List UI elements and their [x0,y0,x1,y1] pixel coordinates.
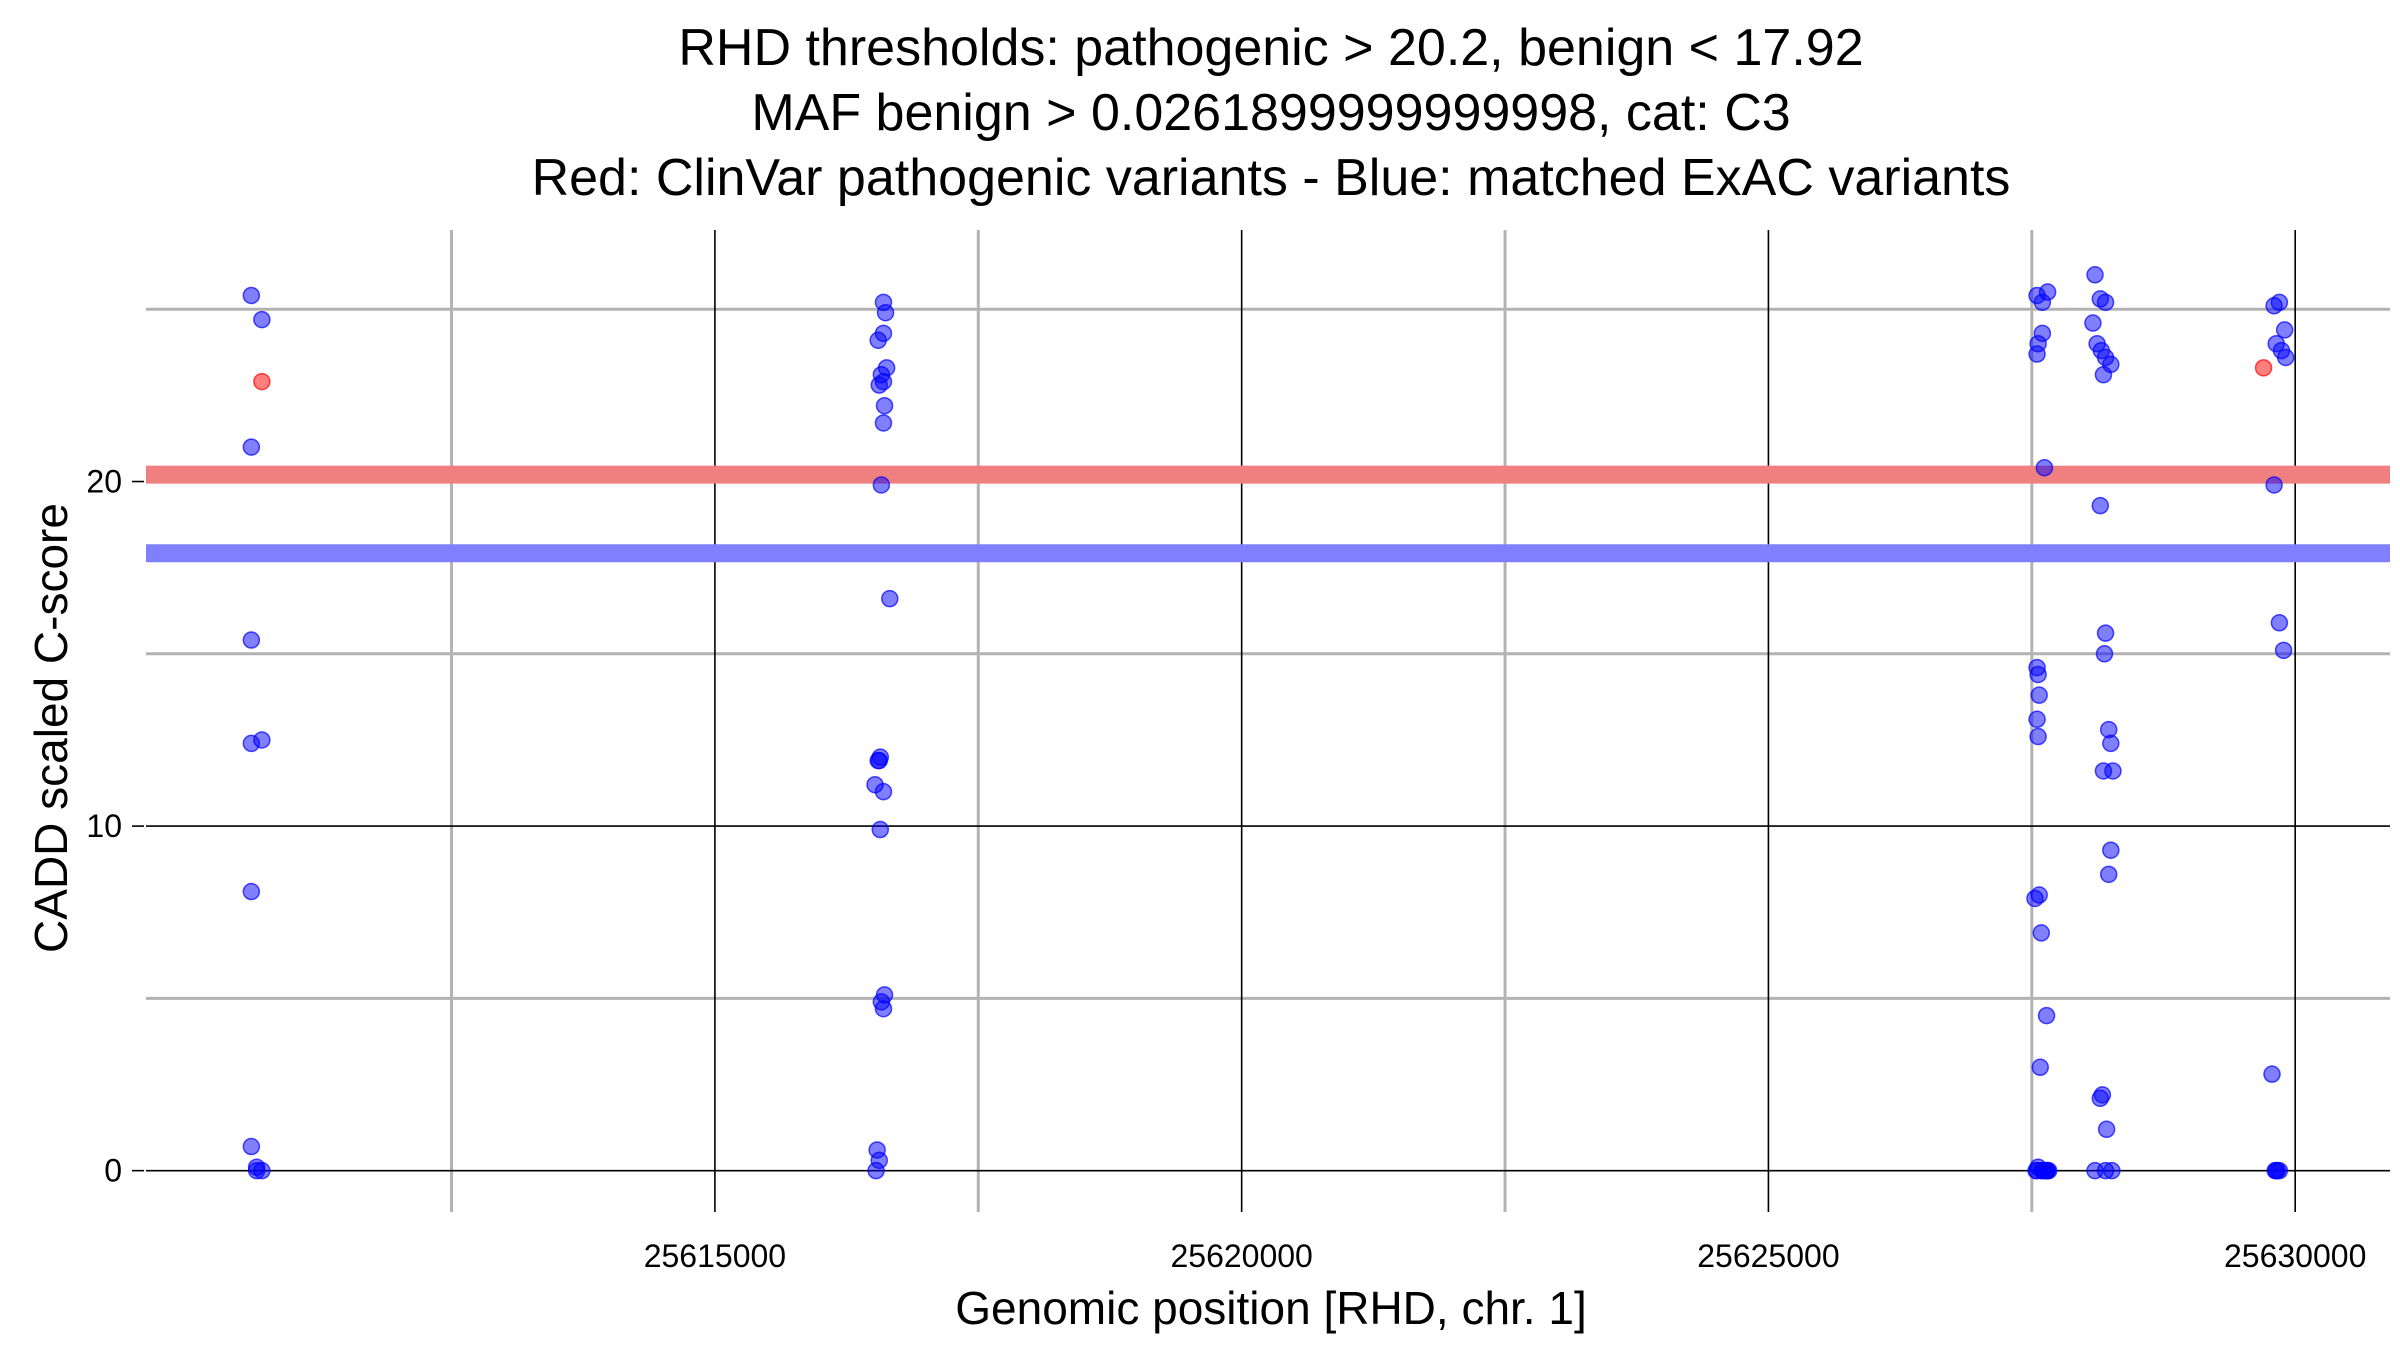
y-axis-title: CADD scaled C-score [25,503,77,953]
axis-ticks: 25615000 25620000 25625000 25630000 0 10 20 [86,464,2366,1274]
x-tick-label-25620000: 25620000 [1170,1238,1312,1274]
matched-point-51 [2031,1058,2049,1077]
matched-point-75 [2102,734,2120,753]
matched-point-49 [2032,924,2051,942]
y-tick-label-20: 20 [86,464,122,500]
matched-point-19 [875,396,894,415]
chart-title: RHD thresholds: pathogenic > 20.2, benig… [532,19,2011,207]
matched-point-41 [2035,458,2054,477]
matched-point-88 [2275,321,2294,339]
matched-point-40 [2033,324,2052,343]
matched-point-48 [2026,889,2044,908]
matched-point-71 [2091,496,2110,515]
matched-point-37 [2038,283,2057,301]
matched-point-87 [2270,293,2289,312]
matched-point-72 [2096,624,2115,642]
matched-point-27 [874,782,893,801]
matched-point-79 [2099,865,2118,884]
x-tick-label-25630000: 25630000 [2224,1238,2366,1274]
matched-point-6 [242,882,261,901]
chart-title-line-2: MAF benign > 0.0261899999999998, cat: C3 [751,84,1790,142]
x-tick-label-25615000: 25615000 [644,1238,786,1274]
matched-point-64 [2096,293,2115,312]
matched-point-81 [2093,1086,2112,1104]
grid [146,230,2390,1212]
matched-point-31 [874,999,893,1018]
matched-point-12 [876,303,895,322]
matched-point-22 [881,589,899,608]
matched-point-77 [2094,762,2113,780]
matched-point-92 [2265,476,2283,494]
matched-point-46 [2029,727,2047,746]
y-tick-label-10: 10 [86,808,122,844]
matched-point-93 [2270,614,2289,632]
matched-point-82 [2097,1120,2116,1139]
matched-point-34 [867,1161,885,1180]
threshold-lines [146,465,2390,563]
chart-title-line-3: Red: ClinVar pathogenic variants - Blue:… [532,149,2011,207]
matched-point-45 [2028,710,2046,729]
matched-point-44 [2030,686,2048,704]
pathogenic-point-1 [2254,359,2273,377]
chart-title-line-1: RHD thresholds: pathogenic > 20.2, benig… [678,19,1863,77]
y-tick-label-0: 0 [104,1153,122,1189]
matched-point-43 [2029,665,2047,684]
pathogenic-point-0 [253,372,271,391]
matched-point-10 [247,1161,266,1180]
matched-point-7 [242,1137,261,1156]
data-points [242,266,2295,1180]
matched-point-62 [2086,266,2104,284]
matched-point-73 [2095,645,2114,663]
matched-point-70 [2094,365,2113,384]
matched-point-5 [253,731,271,749]
matched-point-91 [2276,348,2295,367]
matched-point-28 [871,820,890,839]
matched-point-14 [874,324,893,343]
matched-point-85 [2096,1161,2115,1180]
matched-point-78 [2102,841,2120,859]
matched-point-3 [242,631,261,649]
x-tick-label-25625000: 25625000 [1697,1238,1839,1274]
matched-point-21 [872,476,891,494]
matched-point-99 [2268,1161,2287,1180]
matched-point-18 [870,376,889,394]
matched-point-50 [2037,1006,2056,1025]
matched-point-25 [870,751,889,770]
matched-point-39 [2028,345,2046,363]
matched-point-65 [2084,314,2102,332]
matched-point-61 [2037,1161,2056,1180]
matched-point-94 [2274,641,2293,660]
matched-point-95 [2263,1065,2281,1083]
matched-point-20 [874,414,893,432]
x-axis-title: Genomic position [RHD, chr. 1] [955,1282,1586,1334]
matched-point-2 [242,438,261,456]
matched-point-1 [253,310,271,329]
matched-point-0 [242,286,261,305]
